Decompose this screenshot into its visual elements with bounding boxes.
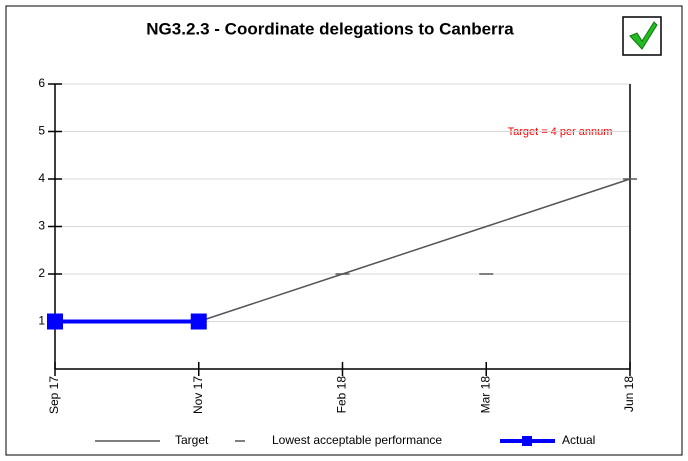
chart-title: NG3.2.3 - Coordinate delegations to Canb… xyxy=(146,19,514,38)
x-tick-label: Nov 17 xyxy=(191,376,205,414)
actual-marker xyxy=(47,313,63,330)
legend-label: Actual xyxy=(562,433,595,447)
x-tick-label: Jun 18 xyxy=(622,376,636,412)
target-line xyxy=(198,178,631,323)
y-tick-label: 2 xyxy=(38,266,45,280)
legend-marker xyxy=(522,436,532,446)
y-tick-label: 6 xyxy=(38,76,45,90)
status-icon xyxy=(622,16,662,56)
x-tick-label: Feb 18 xyxy=(335,376,349,414)
x-tick-label: Sep 17 xyxy=(47,376,61,414)
y-tick-label: 1 xyxy=(38,314,45,328)
legend-label: Lowest acceptable performance xyxy=(272,433,442,447)
legend-label: Target xyxy=(175,433,209,447)
chart-frame xyxy=(5,5,683,456)
y-tick-label: 3 xyxy=(38,219,45,233)
x-tick-label: Mar 18 xyxy=(478,376,492,414)
actual-marker xyxy=(190,313,207,330)
y-tick-label: 4 xyxy=(38,171,45,185)
y-tick-label: 5 xyxy=(38,124,45,138)
